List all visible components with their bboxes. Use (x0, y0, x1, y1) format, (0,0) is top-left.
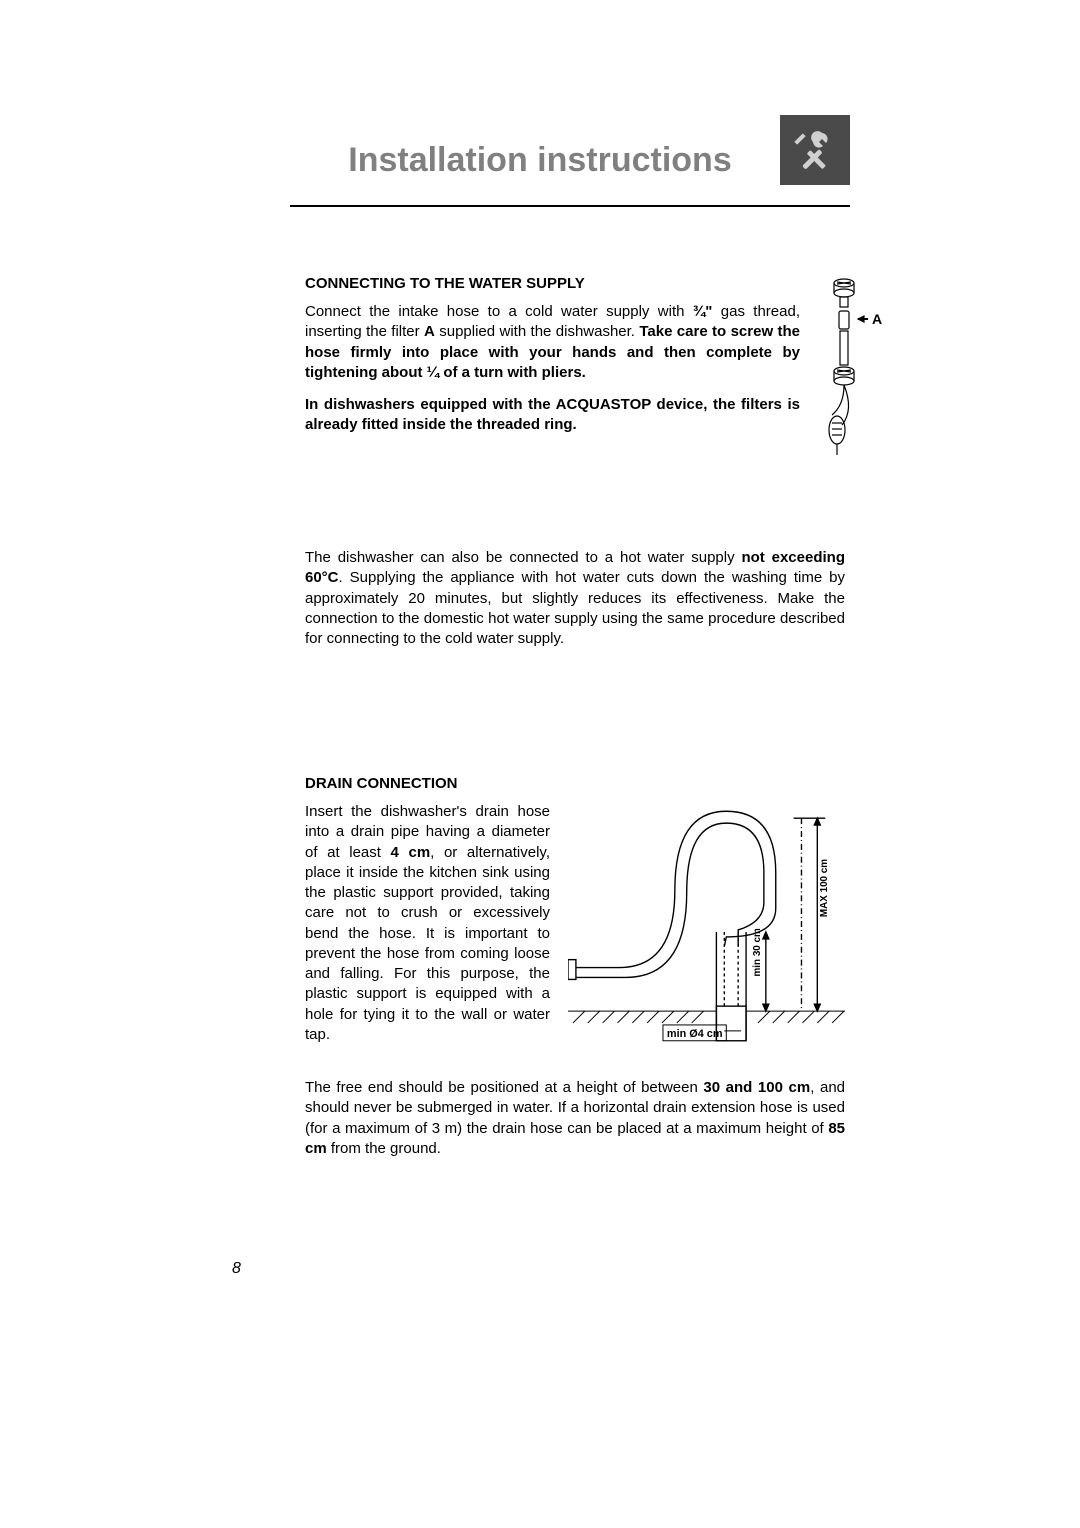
drain-paragraph-1: Insert the dishwasher's drain hose into … (305, 802, 550, 1045)
drain-diagram: MAX 100 cm min 30 cm min Ø4 cm (568, 802, 845, 1057)
diagram-label-pipe: min Ø4 cm (667, 1028, 723, 1040)
water-supply-paragraph-2: In dishwashers equipped with the ACQUAST… (305, 395, 800, 436)
water-supply-paragraph-1: Connect the intake hose to a cold water … (305, 302, 800, 383)
diagram-label-a: A (872, 311, 882, 327)
water-supply-heading: CONNECTING TO THE WATER SUPPLY (305, 275, 800, 292)
drain-paragraph-2: The free end should be positioned at a h… (305, 1078, 845, 1159)
text-bold: ¾" (693, 303, 713, 320)
text: . Supplying the appliance with hot water… (305, 569, 845, 647)
header-divider (290, 205, 850, 207)
page-title: Installation instructions (230, 141, 850, 180)
text: The dishwasher can also be connected to … (305, 549, 741, 566)
text-bold: In dishwashers equipped with the ACQUAST… (305, 396, 800, 433)
page-number: 8 (232, 1260, 241, 1278)
text: supplied with the dishwasher. (435, 323, 640, 340)
drain-heading: DRAIN CONNECTION (305, 775, 845, 792)
diagram-label-max: MAX 100 cm (819, 859, 830, 917)
text: from the ground. (327, 1140, 441, 1157)
text: Connect the intake hose to a cold water … (305, 303, 693, 320)
water-supply-paragraph-3: The dishwasher can also be connected to … (305, 548, 845, 649)
text-bold: 30 and 100 cm (703, 1079, 810, 1096)
diagram-label-min30: min 30 cm (752, 928, 763, 977)
text-bold: 4 cm (391, 844, 431, 861)
text: , or alternatively, place it inside the … (305, 844, 550, 1043)
text-bold: A (424, 323, 435, 340)
text: The free end should be positioned at a h… (305, 1079, 703, 1096)
wrench-screwdriver-icon (780, 115, 850, 185)
filter-diagram: A (820, 275, 890, 505)
